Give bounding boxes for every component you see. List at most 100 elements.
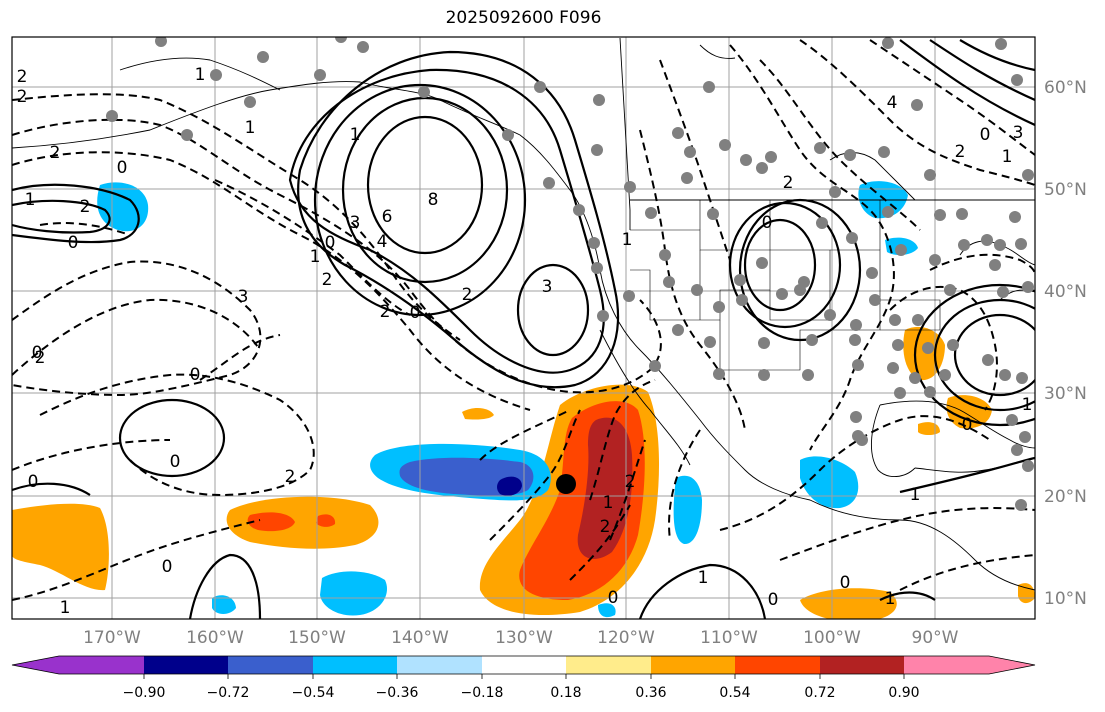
- colorbar-tick-label: −0.18: [461, 685, 504, 701]
- dashed-contours: [12, 39, 1035, 601]
- solid-contours: [12, 39, 1035, 619]
- lat-label: 30°N: [1044, 384, 1087, 404]
- colorbar-segment: [566, 656, 651, 674]
- colorbar-segment: [397, 656, 482, 674]
- contour-label: 2: [80, 197, 91, 217]
- contour-label: 2: [600, 517, 611, 537]
- shaded-regions: [12, 181, 1035, 619]
- longitude-labels: 170°W 160°W 150°W 140°W 130°W 120°W 110°…: [83, 628, 959, 648]
- colorbar-outline: [11, 655, 1036, 675]
- contour-label: 2: [322, 270, 333, 290]
- colorbar-tick-label: 0.18: [550, 685, 581, 701]
- contour-label: 2: [625, 472, 636, 492]
- contour-label: 0: [117, 158, 128, 178]
- contour-label: 1: [350, 125, 361, 145]
- contour-label: 2: [17, 87, 28, 107]
- contour-label: 0: [768, 590, 779, 610]
- contour-label: 0: [962, 415, 973, 435]
- contour-label: 1: [910, 485, 921, 505]
- colorbar-tick-label: 0.72: [804, 685, 835, 701]
- lon-label: 160°W: [186, 628, 244, 648]
- lon-label: 170°W: [83, 628, 141, 648]
- colorbar-segment: [144, 656, 228, 674]
- contour-label: 3: [238, 287, 249, 307]
- map-frame: [11, 36, 1036, 620]
- lon-label: 150°W: [288, 628, 346, 648]
- contour-label: 3: [350, 213, 361, 233]
- contour-label: 2: [35, 348, 46, 368]
- colorbar-segment: [313, 656, 397, 674]
- lat-label: 40°N: [1044, 282, 1087, 302]
- contour-label: 2: [285, 467, 296, 487]
- contour-label: 1: [1022, 395, 1033, 415]
- contour-label: 1: [310, 247, 321, 267]
- contour-label: 0: [762, 213, 773, 233]
- contour-label: 1: [1002, 147, 1013, 167]
- lon-label: 100°W: [803, 628, 861, 648]
- contour-label: 0: [190, 365, 201, 385]
- latitude-labels: 60°N 50°N 40°N 30°N 20°N 10°N: [1044, 78, 1087, 609]
- contour-label: 1: [885, 589, 896, 609]
- colorbar-segment: [651, 656, 735, 674]
- lon-label: 120°W: [597, 628, 655, 648]
- contour-label: 1: [25, 190, 36, 210]
- contour-label: 2: [783, 173, 794, 193]
- contour-label: 6: [382, 207, 393, 227]
- colorbar-segment: [482, 656, 566, 674]
- lat-label: 50°N: [1044, 180, 1087, 200]
- contour-labels: 2 2 1 2 0 1 2 0 1 8 6 4 3 0 1 2 3 2 3 0 …: [17, 65, 1033, 618]
- coastlines: [12, 37, 1035, 591]
- contour-label: 3: [1013, 123, 1024, 143]
- lon-label: 110°W: [700, 628, 758, 648]
- colorbar-tick-label: 0.54: [719, 685, 750, 701]
- colorbar-min-extension: [12, 656, 59, 674]
- contour-label: 0: [840, 573, 851, 593]
- lat-label: 20°N: [1044, 487, 1087, 507]
- contour-label: 1: [195, 65, 206, 85]
- colorbar-tick-label: −0.36: [376, 685, 419, 701]
- contour-label: 2: [50, 143, 61, 163]
- contour-label: 0: [980, 125, 991, 145]
- contour-label: 3: [542, 277, 553, 297]
- contour-label: 0: [608, 588, 619, 608]
- colorbar-tick-label: −0.72: [207, 685, 250, 701]
- lon-label: 130°W: [495, 628, 553, 648]
- contour-label: 1: [603, 493, 614, 513]
- contour-label: 0: [162, 557, 173, 577]
- lon-label: 90°W: [912, 628, 959, 648]
- contour-label: 2: [17, 67, 28, 87]
- contour-label: 4: [887, 93, 898, 113]
- contour-label: 1: [622, 230, 633, 250]
- contour-label: 8: [428, 190, 439, 210]
- colorbar-segment: [59, 656, 144, 674]
- contour-label: 0: [32, 343, 43, 363]
- lat-label: 60°N: [1044, 78, 1087, 98]
- lat-label: 10°N: [1044, 589, 1087, 609]
- contour-label: 2: [380, 302, 391, 322]
- contour-label: 4: [377, 232, 388, 252]
- colorbar-segment: [820, 656, 904, 674]
- contour-label: 0: [28, 472, 39, 492]
- contour-label: 2: [462, 285, 473, 305]
- colorbar-segment: [228, 656, 313, 674]
- colorbar-max-extension: [989, 656, 1035, 674]
- colorbar-segment: [904, 656, 989, 674]
- colorbar-segment: [735, 656, 820, 674]
- contour-label: 2: [955, 142, 966, 162]
- station-dots: [106, 37, 1034, 511]
- colorbar-tick-label: −0.54: [292, 685, 335, 701]
- contour-label: 0: [410, 303, 421, 323]
- chart-title: 2025092600 F096: [445, 8, 602, 28]
- contour-label: 1: [60, 598, 71, 618]
- contour-label: 1: [245, 118, 256, 138]
- colorbar-tick-label: 0.36: [635, 685, 666, 701]
- contour-label: 0: [325, 233, 336, 253]
- storm-center-marker: [556, 474, 576, 494]
- colorbar: −0.90 −0.72 −0.54 −0.36 −0.18 0.18 0.36 …: [11, 655, 1036, 701]
- colorbar-tick-label: 0.90: [888, 685, 919, 701]
- colorbar-tick-label: −0.90: [123, 685, 166, 701]
- lon-label: 140°W: [391, 628, 449, 648]
- contour-label: 0: [68, 233, 79, 253]
- contour-label: 0: [170, 452, 181, 472]
